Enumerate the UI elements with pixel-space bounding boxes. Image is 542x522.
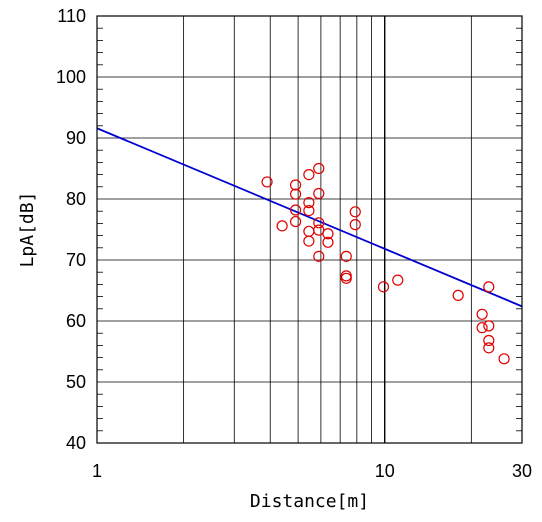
data-point <box>483 342 495 354</box>
minor-ticks <box>97 27 522 432</box>
data-point <box>261 176 273 188</box>
data-point <box>313 187 325 200</box>
data-point <box>452 289 464 301</box>
y-axis-title: LpA[dB] <box>17 192 38 268</box>
y-tick-label: 100 <box>56 67 86 87</box>
fit-line <box>96 127 523 308</box>
data-point <box>476 308 488 320</box>
data-point <box>289 204 302 216</box>
data-point <box>313 224 325 236</box>
data-point <box>313 162 325 175</box>
data-point <box>322 236 334 248</box>
data-point <box>289 179 302 191</box>
plot-frame <box>96 15 523 444</box>
data-point <box>303 235 315 247</box>
y-tick-label: 40 <box>66 433 86 453</box>
y-tick-label: 90 <box>66 128 86 148</box>
data-point <box>349 206 361 218</box>
data-point <box>483 320 495 332</box>
data-point <box>303 197 315 209</box>
data-point <box>313 217 325 229</box>
x-tick-label: 1 <box>92 461 102 481</box>
data-point <box>340 272 352 284</box>
fit-line-group <box>96 127 523 308</box>
grid <box>97 16 522 443</box>
data-point <box>303 204 315 217</box>
data-point <box>340 270 352 282</box>
data-point <box>289 215 302 228</box>
y-tick-label: 60 <box>66 311 86 331</box>
x-tick-label: 10 <box>375 461 395 481</box>
data-point <box>476 322 488 334</box>
data-point <box>392 274 404 286</box>
data-point <box>349 219 361 231</box>
data-point <box>289 188 302 200</box>
data-point <box>340 250 352 262</box>
data-point <box>303 225 315 237</box>
x-tick-label: 30 <box>512 461 532 481</box>
y-tick-label: 110 <box>57 6 86 26</box>
y-tick-label: 70 <box>66 250 86 270</box>
data-point <box>276 220 288 232</box>
data-point <box>498 353 510 365</box>
y-tick-label: 80 <box>66 189 86 209</box>
data-point <box>313 250 325 262</box>
y-tick-label: 50 <box>66 372 86 392</box>
data-point <box>303 169 315 181</box>
x-axis-title: Distance[m] <box>250 491 369 512</box>
data-point <box>377 281 390 293</box>
data-points <box>261 162 510 365</box>
y-tick-labels: 40 50 60 70 80 90 100 110 <box>56 6 86 453</box>
x-tick-labels: 1 10 30 <box>92 461 532 481</box>
data-point <box>483 281 495 293</box>
data-point <box>322 228 334 240</box>
data-point <box>483 334 495 347</box>
